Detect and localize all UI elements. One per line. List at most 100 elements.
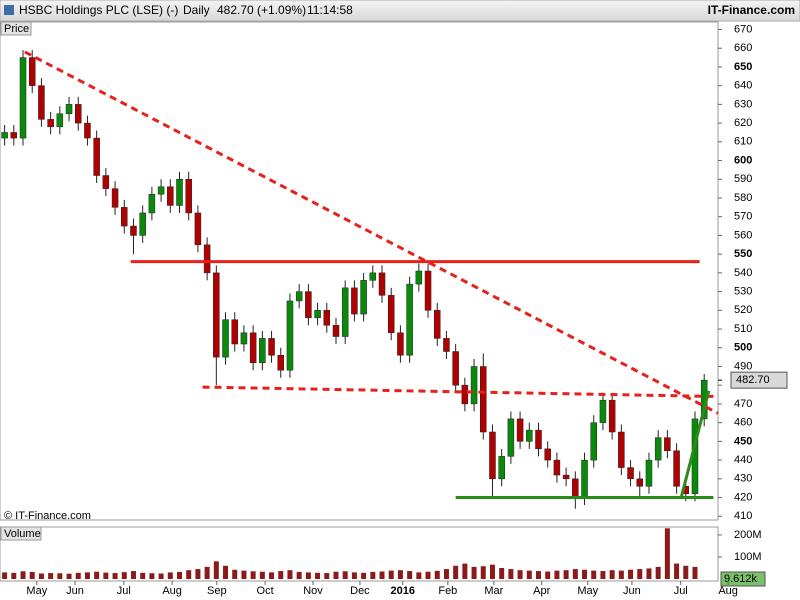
volume-bar xyxy=(94,571,100,579)
candle-body xyxy=(507,418,515,457)
volume-bar xyxy=(591,570,597,579)
candle-body xyxy=(121,207,128,227)
volume-bar xyxy=(351,572,357,579)
volume-bar xyxy=(269,572,275,579)
volume-bar xyxy=(250,571,256,579)
trend-line xyxy=(202,385,714,398)
volume-bar xyxy=(103,572,109,579)
last-price-label: 482.70 xyxy=(736,374,770,386)
header-bar xyxy=(0,0,800,22)
price-panel xyxy=(0,21,719,521)
candle-body xyxy=(93,137,100,176)
candle-body xyxy=(111,188,119,208)
candle-body xyxy=(461,384,469,405)
volume-bar xyxy=(407,571,413,579)
icon xyxy=(4,5,14,15)
x-tick-label: May xyxy=(26,585,47,597)
candle-body xyxy=(102,175,110,189)
volume-bar xyxy=(517,570,523,579)
volume-bar xyxy=(158,573,164,579)
y-tick-label: 640 xyxy=(734,80,752,92)
volume-bar xyxy=(582,569,588,579)
volume-bar xyxy=(618,570,624,579)
volume-bar xyxy=(130,571,136,579)
interval: Daily xyxy=(183,3,210,17)
y-tick-label: 490 xyxy=(734,360,752,372)
y-tick-label: 420 xyxy=(734,491,752,503)
candle-body xyxy=(673,450,680,487)
candle-body xyxy=(369,272,377,281)
candle-body xyxy=(489,431,496,480)
candle-body xyxy=(415,270,423,285)
y-tick-label: 560 xyxy=(734,229,752,241)
volume-bar xyxy=(204,566,210,579)
volume-bar xyxy=(48,573,54,579)
candle-body xyxy=(572,478,579,498)
volume-bar xyxy=(526,570,532,579)
v-tick-label: 100M xyxy=(734,551,762,563)
volume-bar xyxy=(471,566,477,579)
candle-body xyxy=(608,399,616,433)
volume-label: Volume xyxy=(4,528,41,540)
volume-bar xyxy=(692,566,698,579)
candle-body xyxy=(1,132,8,139)
volume-bar xyxy=(167,572,173,579)
volume-bar xyxy=(609,570,615,579)
candle-body xyxy=(19,57,27,139)
x-tick-label: Apr xyxy=(533,585,550,597)
candle-body xyxy=(535,429,542,450)
candle-body xyxy=(397,332,404,356)
quote: 482.70 (+1.09%) xyxy=(217,3,306,17)
volume-bar xyxy=(572,569,578,579)
volume-bar xyxy=(66,573,72,579)
x-tick-label: Aug xyxy=(718,585,738,597)
x-tick-label: Aug xyxy=(162,585,182,597)
x-tick-label: Jul xyxy=(674,585,688,597)
volume-bar xyxy=(333,571,339,579)
volume-bar xyxy=(655,566,661,579)
candle-body xyxy=(664,437,671,451)
y-tick-label: 530 xyxy=(734,286,752,298)
candle-body xyxy=(65,104,73,114)
y-tick-label: 410 xyxy=(734,510,752,522)
copyright: © IT-Finance.com xyxy=(4,510,91,522)
volume-bar xyxy=(20,571,26,579)
x-tick-label: Jun xyxy=(66,585,84,597)
volume-bar xyxy=(324,573,330,579)
candle-body xyxy=(562,474,570,480)
volume-bar xyxy=(11,572,17,579)
price-label: Price xyxy=(4,23,29,35)
volume-bar xyxy=(223,565,229,579)
candle-body xyxy=(249,332,257,363)
last-volume-label: 9.612k xyxy=(724,573,758,585)
price-label-box xyxy=(0,21,32,36)
volume-bar xyxy=(388,570,394,579)
candle-body xyxy=(268,338,275,356)
y-tick-label: 440 xyxy=(734,454,752,466)
y-tick-label: 450 xyxy=(734,435,752,447)
volume-bar xyxy=(536,571,541,579)
candle-body xyxy=(176,179,183,206)
candle-body xyxy=(406,283,413,356)
volume-bar xyxy=(508,569,514,579)
volume-bar xyxy=(637,569,643,579)
candle-body xyxy=(526,429,533,442)
volume-bar xyxy=(112,573,118,579)
volume-bar xyxy=(177,571,182,579)
volume-bar xyxy=(600,571,606,579)
x-tick-label: May xyxy=(577,585,598,597)
candle-body xyxy=(332,325,340,337)
candle-body xyxy=(378,272,386,296)
candle-body xyxy=(148,193,156,214)
candle-body xyxy=(314,310,321,319)
volume-bar xyxy=(149,573,155,579)
volume-bar xyxy=(462,563,468,579)
candle-body xyxy=(443,338,450,352)
candle-body xyxy=(84,122,91,139)
volume-bar xyxy=(554,570,560,579)
candle-body xyxy=(360,280,367,315)
candle-body xyxy=(627,467,634,480)
volume-bar xyxy=(287,570,293,579)
y-tick-label: 630 xyxy=(734,98,752,110)
volume-bar xyxy=(370,571,376,579)
